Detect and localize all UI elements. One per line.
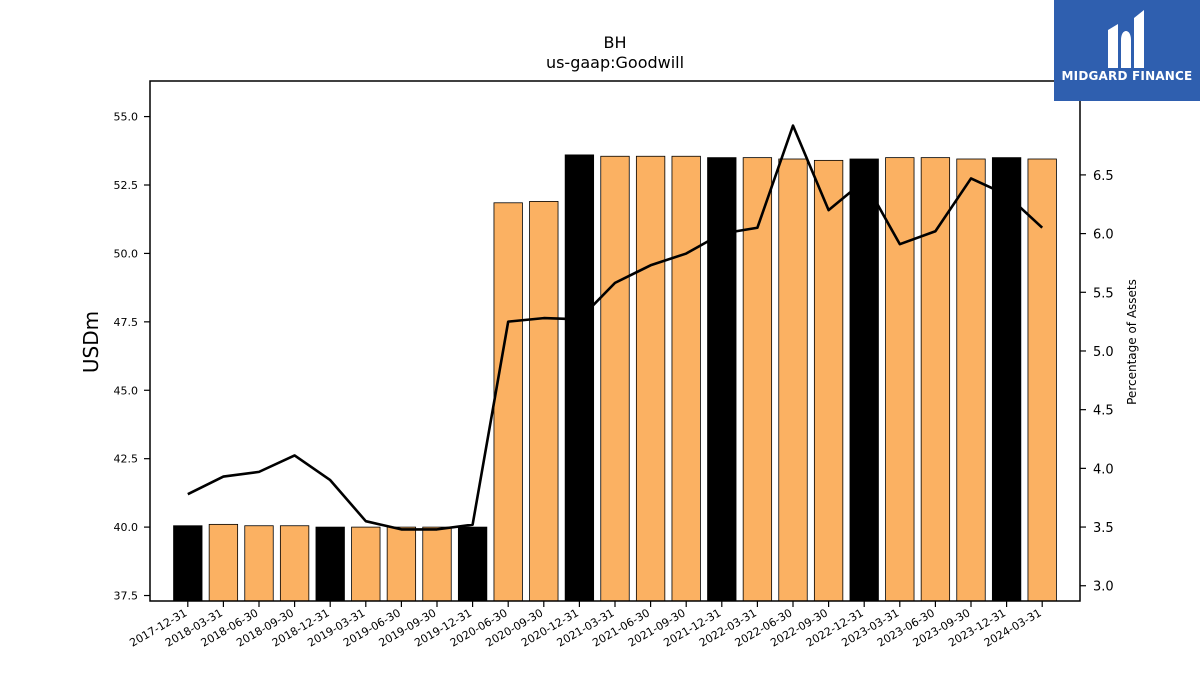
y2-tick-label: 3.0 [1093,580,1114,595]
bar [351,526,381,602]
bar [707,157,737,602]
bar [742,157,773,602]
bar [849,158,879,602]
bar [600,155,630,602]
logo-text: MIDGARD FINANCE [1061,69,1193,83]
y-tick-label: 52.5 [114,179,139,192]
chart-subtitle: us-gaap:Goodwill [546,53,684,72]
bar-series [173,154,1057,602]
y2-tick-label: 5.0 [1093,345,1114,360]
y-tick-label: 40.0 [114,521,139,534]
bar [315,526,345,602]
bar [457,526,488,602]
y2-tick-label: 6.0 [1093,228,1114,243]
bar [279,525,310,602]
percentage-line [187,124,1044,531]
bar [493,202,523,602]
bar [1027,158,1057,602]
bar [778,158,808,602]
bar [244,525,274,602]
bar [529,201,559,602]
bar [671,155,701,602]
y-tick-label: 45.0 [114,384,139,397]
y2-tick-label: 4.0 [1093,462,1114,477]
bar [173,525,203,602]
bar [635,155,666,602]
y2-tick-label: 3.5 [1093,521,1114,536]
brand-logo: MIDGARD FINANCE [1054,0,1200,101]
y-tick-label: 50.0 [114,247,139,260]
bar [386,526,417,602]
line-series [187,124,1044,531]
y-tick-label: 47.5 [114,316,139,329]
bar [422,526,452,602]
bar [813,159,844,602]
bar [564,154,595,602]
chart-title: BH [603,33,626,52]
y-tick-label: 42.5 [114,453,139,466]
y-axis-label: USDm [79,311,103,373]
y-tick-label: 37.5 [114,590,139,603]
y2-tick-label: 4.5 [1093,404,1114,419]
bar [991,157,1022,602]
bar [208,523,239,602]
y2-tick-label: 5.5 [1093,286,1114,301]
bar [920,157,951,602]
bar [885,157,915,602]
y2-axis-label: Percentage of Assets [1125,279,1139,405]
y-tick-label: 55.0 [114,111,139,124]
logo-mark-icon [1108,10,1144,68]
bar [956,158,986,602]
y2-tick-label: 6.5 [1093,169,1114,184]
